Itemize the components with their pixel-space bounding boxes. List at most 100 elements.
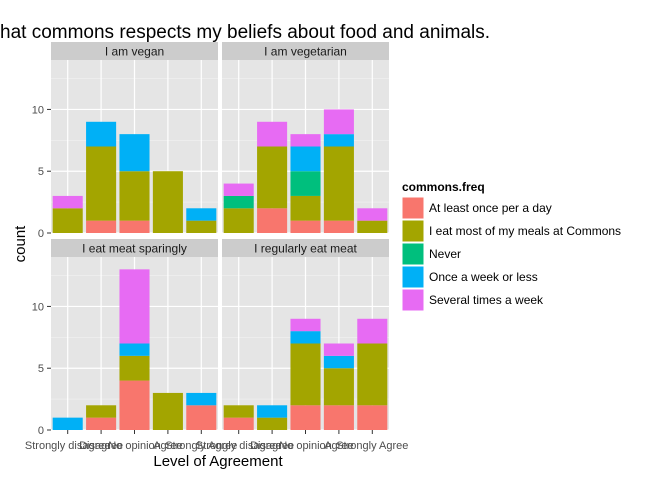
y-axes: 0 5 10 0 5 10 (32, 104, 51, 437)
bar-i-am-vegetarian-strongly-agree-several-times-a-week (357, 208, 388, 221)
facet-strip (51, 239, 218, 257)
legend-item-several-times-a-week: Several times a week (401, 288, 544, 312)
bar-i-regularly-eat-meat-agree-once-a-week-or-less (323, 355, 354, 369)
bar-i-am-vegetarian-no-opinion-never (290, 171, 321, 196)
x-tick-label-no-opinion: No opinion (279, 440, 332, 452)
bar-i-eat-meat-sparingly-no-opinion-at-least-once-per-a-day (119, 380, 150, 430)
bar-i-eat-meat-sparingly-strongly-agree-at-least-once-per-a-day (186, 405, 217, 430)
bar-i-am-vegetarian-disagree-i-eat-most-of-my-meals-at-commons (257, 146, 288, 209)
y-tick-label: 10 (32, 301, 44, 313)
bar-i-am-vegetarian-agree-several-times-a-week (323, 109, 354, 135)
bar-i-eat-meat-sparingly-strongly-disagree-once-a-week-or-less (52, 417, 83, 430)
bar-i-regularly-eat-meat-disagree-i-eat-most-of-my-meals-at-commons (257, 417, 288, 430)
x-tick-label-agree: Agree (324, 440, 353, 452)
bar-i-am-vegetarian-disagree-several-times-a-week (257, 121, 288, 147)
facet-strip-label: I am vegan (105, 45, 164, 59)
bar-i-am-vegan-disagree-once-a-week-or-less (86, 121, 117, 147)
bar-i-regularly-eat-meat-no-opinion-once-a-week-or-less (290, 331, 321, 344)
bar-i-am-vegetarian-agree-at-least-once-per-a-day (323, 220, 354, 233)
bar-i-regularly-eat-meat-agree-at-least-once-per-a-day (323, 405, 354, 430)
bar-i-am-vegan-disagree-i-eat-most-of-my-meals-at-commons (86, 146, 117, 221)
bar-i-am-vegetarian-strongly-agree-i-eat-most-of-my-meals-at-commons (357, 220, 388, 233)
y-tick-label: 0 (38, 228, 44, 240)
legend-swatch (401, 196, 425, 220)
x-tick-label-disagree: Disagree (79, 440, 123, 452)
legend-swatch (401, 219, 425, 243)
bar-i-regularly-eat-meat-disagree-once-a-week-or-less (257, 405, 288, 418)
legend-item-at-least-once-per-a-day: At least once per a day (401, 196, 552, 220)
x-tick-label-strongly-disagree: Strongly disagree (25, 440, 111, 452)
legend-item-never: Never (401, 242, 461, 266)
bar-i-regularly-eat-meat-strongly-agree-at-least-once-per-a-day (357, 405, 388, 430)
bar-i-eat-meat-sparingly-no-opinion-i-eat-most-of-my-meals-at-commons (119, 355, 150, 381)
bar-i-am-vegetarian-strongly-disagree-several-times-a-week (223, 183, 254, 196)
bar-i-am-vegetarian-strongly-disagree-i-eat-most-of-my-meals-at-commons (223, 208, 254, 233)
bar-i-am-vegan-disagree-at-least-once-per-a-day (86, 220, 117, 233)
bar-i-eat-meat-sparingly-strongly-agree-once-a-week-or-less (186, 392, 217, 406)
legend-swatch (401, 288, 425, 312)
y-tick-label: 10 (32, 104, 44, 116)
x-tick-label-strongly-disagree: Strongly disagree (196, 440, 282, 452)
bar-i-eat-meat-sparingly-disagree-at-least-once-per-a-day (86, 417, 117, 430)
legend-swatch (401, 265, 425, 289)
legend-label: I eat most of my meals at Commons (429, 224, 621, 238)
panel-i-regularly-eat-meat: I regularly eat meat (222, 239, 389, 431)
facet-strip (222, 239, 389, 257)
bar-i-am-vegan-strongly-agree-i-eat-most-of-my-meals-at-commons (186, 220, 217, 233)
bar-i-am-vegetarian-disagree-at-least-once-per-a-day (257, 208, 288, 233)
x-tick-label-agree: Agree (153, 440, 182, 452)
bar-i-regularly-eat-meat-strongly-agree-i-eat-most-of-my-meals-at-commons (357, 343, 388, 406)
legend-label: At least once per a day (429, 201, 552, 215)
bar-i-am-vegan-strongly-disagree-several-times-a-week (52, 195, 83, 209)
facet-strip-label: I eat meat sparingly (82, 242, 187, 256)
bar-i-eat-meat-sparingly-agree-i-eat-most-of-my-meals-at-commons (152, 392, 183, 430)
bar-i-am-vegetarian-no-opinion-once-a-week-or-less (290, 146, 321, 172)
bar-i-am-vegetarian-no-opinion-at-least-once-per-a-day (290, 220, 321, 233)
bar-i-am-vegetarian-no-opinion-i-eat-most-of-my-meals-at-commons (290, 195, 321, 221)
legend-label: Several times a week (429, 293, 544, 307)
bar-i-regularly-eat-meat-strongly-disagree-i-eat-most-of-my-meals-at-commons (223, 405, 254, 418)
facet-panels: I am vegan I am vegetarian I eat meat spar… (51, 42, 389, 431)
legend-title: commons.freq (402, 180, 485, 194)
panel-i-am-vegetarian: I am vegetarian (222, 42, 389, 234)
x-tick-label-disagree: Disagree (250, 440, 294, 452)
legend-swatch (401, 242, 425, 266)
bar-i-am-vegan-no-opinion-once-a-week-or-less (119, 134, 150, 172)
bar-i-regularly-eat-meat-no-opinion-several-times-a-week (290, 318, 321, 332)
bar-i-regularly-eat-meat-agree-i-eat-most-of-my-meals-at-commons (323, 368, 354, 406)
chart-title: hat commons respects my beliefs about fo… (0, 22, 490, 43)
bar-i-am-vegan-strongly-agree-once-a-week-or-less (186, 208, 217, 221)
legend-item-i-eat-most-of-my-meals-at-commons: I eat most of my meals at Commons (401, 219, 621, 243)
legend-label: Once a week or less (429, 270, 538, 284)
x-tick-label-no-opinion: No opinion (108, 440, 161, 452)
panel-i-eat-meat-sparingly: I eat meat sparingly (51, 239, 218, 431)
bar-i-am-vegetarian-no-opinion-several-times-a-week (290, 134, 321, 147)
bar-i-regularly-eat-meat-no-opinion-at-least-once-per-a-day (290, 405, 321, 430)
bar-i-regularly-eat-meat-no-opinion-i-eat-most-of-my-meals-at-commons (290, 343, 321, 406)
bar-i-regularly-eat-meat-agree-several-times-a-week (323, 343, 354, 356)
bar-i-am-vegetarian-agree-i-eat-most-of-my-meals-at-commons (323, 146, 354, 221)
facet-strip-label: I regularly eat meat (254, 242, 357, 256)
legend-label: Never (429, 247, 461, 261)
y-tick-label: 5 (38, 166, 44, 178)
bar-i-am-vegetarian-agree-once-a-week-or-less (323, 134, 354, 147)
legend: commons.freq At least once per a day I ea… (401, 180, 621, 312)
panel-i-am-vegan: I am vegan (51, 42, 218, 234)
x-tick-label-strongly-agree: Strongly Agree (336, 440, 408, 452)
legend-item-once-a-week-or-less: Once a week or less (401, 265, 538, 289)
bar-i-am-vegan-strongly-disagree-i-eat-most-of-my-meals-at-commons (52, 208, 83, 233)
facet-strip (51, 42, 218, 60)
y-tick-label: 5 (38, 363, 44, 375)
y-axis-title: count (12, 225, 29, 263)
x-axis-title: Level of Agreement (153, 453, 283, 470)
bar-i-regularly-eat-meat-strongly-agree-several-times-a-week (357, 318, 388, 344)
x-tick-label-strongly-agree: Strongly Agree (165, 440, 237, 452)
y-tick-label: 0 (38, 425, 44, 437)
facet-strip-label: I am vegetarian (264, 45, 347, 59)
bar-i-am-vegetarian-strongly-disagree-never (223, 195, 254, 209)
bar-i-regularly-eat-meat-strongly-disagree-at-least-once-per-a-day (223, 417, 254, 430)
bar-i-am-vegan-agree-i-eat-most-of-my-meals-at-commons (152, 171, 183, 233)
bar-i-eat-meat-sparingly-disagree-i-eat-most-of-my-meals-at-commons (86, 405, 117, 418)
